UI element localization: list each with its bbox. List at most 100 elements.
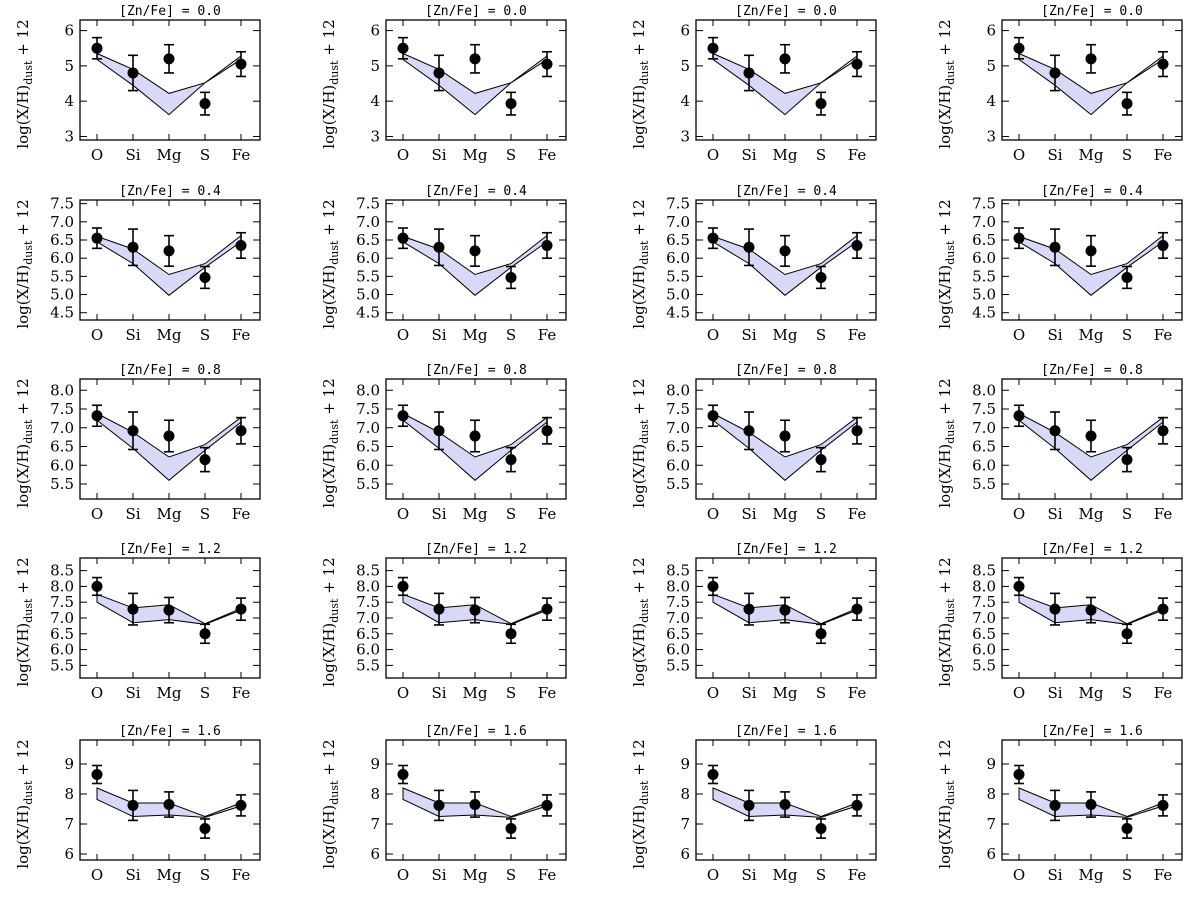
y-tick-label: 7.0: [972, 213, 996, 231]
data-point: [433, 67, 445, 79]
x-category-label: Fe: [1154, 146, 1173, 164]
y-tick-label: 7.0: [666, 213, 690, 231]
panel-title: [Zn/Fe] = 0.4: [119, 184, 221, 199]
panel-title: [Zn/Fe] = 1.2: [735, 542, 837, 557]
x-category-label: O: [397, 505, 409, 523]
y-tick-label: 7.5: [50, 400, 74, 418]
y-tick-label: 6: [370, 845, 380, 863]
data-point: [707, 580, 719, 592]
x-category-label: S: [1122, 146, 1132, 164]
y-tick-label: 7.5: [356, 593, 380, 611]
data-point: [163, 245, 175, 257]
y-axis-label: log(X/H)dust + 12: [320, 378, 341, 507]
x-category-label: Mg: [773, 505, 798, 523]
x-category-label: S: [816, 146, 826, 164]
y-axis-label-main: log(X/H): [14, 444, 32, 508]
y-axis-label-suffix: + 12: [630, 19, 648, 60]
y-tick-label: 6: [64, 22, 74, 40]
x-category-label: S: [1122, 684, 1132, 702]
panel-title: [Zn/Fe] = 0.8: [119, 363, 221, 378]
data-point: [397, 769, 409, 780]
panel-r4-c2: 5.56.06.57.07.58.08.5 O Si Mg S Fe [Zn/Fe] = 1…: [320, 542, 567, 702]
x-category-label: O: [397, 866, 409, 884]
data-point: [163, 53, 175, 65]
data-point: [1121, 454, 1133, 466]
data-point: [1085, 430, 1097, 442]
panel-r2-c4: 4.55.05.56.06.57.07.5 O Si Mg S Fe [Zn/Fe] = 0…: [936, 184, 1183, 344]
data-point: [541, 799, 553, 811]
data-point: [851, 799, 863, 811]
data-point: [235, 239, 247, 251]
data-point: [1049, 603, 1061, 615]
y-tick-label: 6.0: [50, 641, 74, 659]
x-category-label: Fe: [538, 505, 557, 523]
y-axis-label: log(X/H)dust + 12: [14, 378, 35, 507]
x-category-label: Si: [125, 146, 140, 164]
y-tick-label: 6.5: [972, 625, 996, 643]
y-axis-label-main: log(X/H): [630, 85, 648, 149]
data-point: [815, 271, 827, 283]
y-axis-label: log(X/H)dust + 12: [936, 199, 957, 328]
y-tick-label: 8.5: [50, 562, 74, 580]
panel-title: [Zn/Fe] = 0.0: [1041, 4, 1143, 19]
data-point: [779, 604, 791, 616]
y-axis-label-subscript: dust: [328, 240, 341, 265]
x-category-label: Si: [1047, 326, 1062, 344]
x-category-label: Mg: [463, 326, 488, 344]
x-category-label: O: [707, 866, 719, 884]
panel-r2-c1: 4.55.05.56.06.57.07.5 O Si Mg S Fe [Zn/Fe] = 0…: [14, 184, 261, 344]
y-axis-label-main: log(X/H): [14, 265, 32, 329]
y-tick-label: 5: [64, 57, 74, 75]
panel-title: [Zn/Fe] = 1.2: [1041, 542, 1143, 557]
x-category-label: Si: [431, 146, 446, 164]
y-tick-label: 4: [680, 92, 690, 110]
panel-r1-c3: 3 4 5 6 O Si Mg S Fe [Zn/Fe] = 0.0 log(X/H)dust + …: [630, 4, 877, 164]
x-category-label: Mg: [1079, 326, 1104, 344]
y-tick-label: 5: [370, 57, 380, 75]
y-axis-label: log(X/H)dust + 12: [14, 19, 35, 148]
panel-title: [Zn/Fe] = 0.8: [425, 363, 527, 378]
y-tick-label: 6.5: [666, 625, 690, 643]
data-point: [1049, 241, 1061, 253]
y-axis-label-subscript: dust: [22, 598, 35, 623]
x-category-label: Fe: [1154, 505, 1173, 523]
plot-frame: [79, 739, 261, 861]
x-category-label: S: [1122, 866, 1132, 884]
plot-frame: [695, 19, 877, 141]
y-axis-label-subscript: dust: [328, 60, 341, 85]
data-point: [707, 232, 719, 244]
y-tick-label: 8.5: [972, 562, 996, 580]
data-point: [397, 232, 409, 244]
x-category-label: Fe: [538, 326, 557, 344]
x-category-label: S: [200, 326, 210, 344]
y-tick-label: 5.5: [972, 475, 996, 493]
data-point: [505, 454, 517, 466]
x-category-label: Fe: [232, 326, 251, 344]
x-category-label: Si: [741, 146, 756, 164]
y-tick-label: 8.0: [356, 381, 380, 399]
x-category-label: O: [1013, 146, 1025, 164]
x-category-label: Mg: [773, 326, 798, 344]
y-tick-label: 6: [986, 22, 996, 40]
x-category-label: Mg: [463, 505, 488, 523]
y-tick-label: 7: [370, 815, 380, 833]
y-tick-label: 9: [370, 755, 380, 773]
y-axis-label-main: log(X/H): [630, 805, 648, 869]
y-axis-label-main: log(X/H): [630, 265, 648, 329]
y-tick-label: 6.5: [666, 231, 690, 249]
y-tick-label: 9: [64, 755, 74, 773]
panel-r3-c4: 5.56.06.57.07.58.0 O Si Mg S Fe [Zn/Fe] = 0.8 l…: [936, 363, 1183, 523]
y-axis-label-subscript: dust: [638, 780, 651, 805]
plot-frame: [385, 378, 567, 500]
y-tick-label: 4.5: [356, 304, 380, 322]
data-point: [851, 58, 863, 70]
data-point: [199, 823, 211, 834]
y-tick-label: 6.5: [666, 438, 690, 456]
x-category-label: Si: [741, 505, 756, 523]
y-tick-label: 6.0: [666, 456, 690, 474]
data-point: [199, 454, 211, 466]
data-point: [91, 769, 103, 780]
y-tick-label: 8.0: [50, 577, 74, 595]
y-tick-label: 4.5: [972, 304, 996, 322]
